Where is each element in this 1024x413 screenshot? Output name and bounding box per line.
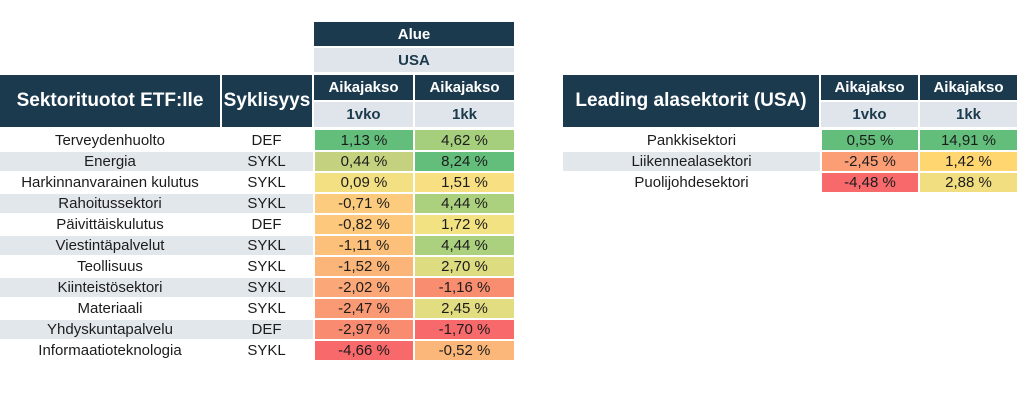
sector-name: Teollisuus bbox=[0, 256, 220, 278]
right-period-month: 1kk bbox=[920, 102, 1017, 127]
return-1w: -2,47 % bbox=[313, 298, 414, 320]
subsector-name: Pankkisektori bbox=[563, 130, 821, 152]
cyclicality-value: SYKL bbox=[220, 298, 314, 320]
sector-name: Energia bbox=[0, 151, 220, 173]
right-period-header-1: Aikajakso bbox=[821, 75, 918, 100]
table-row: Terveydenhuolto DEF 1,13 % 4,62 % bbox=[0, 130, 514, 152]
cyclicality-value: SYKL bbox=[220, 193, 314, 215]
subsector-name: Liikennealasektori bbox=[563, 151, 821, 173]
cyclicality-value: SYKL bbox=[220, 172, 314, 194]
sector-name: Informaatioteknologia bbox=[0, 340, 220, 362]
return-1m: 4,44 % bbox=[413, 235, 514, 257]
cyclicality-value: SYKL bbox=[220, 256, 314, 278]
sector-name: Kiinteistösektori bbox=[0, 277, 220, 299]
return-1m: -1,70 % bbox=[413, 319, 514, 341]
period-header-2: Aikajakso bbox=[415, 75, 514, 100]
return-1w: 0,44 % bbox=[313, 151, 414, 173]
table-row: Rahoitussektori SYKL -0,71 % 4,44 % bbox=[0, 193, 514, 215]
return-1w: -4,48 % bbox=[820, 172, 919, 194]
return-1w: -1,52 % bbox=[313, 256, 414, 278]
return-1m: 8,24 % bbox=[413, 151, 514, 173]
cyclicality-header: Syklisyys bbox=[222, 75, 312, 127]
return-1w: -4,66 % bbox=[313, 340, 414, 362]
table-row: Kiinteistösektori SYKL -2,02 % -1,16 % bbox=[0, 277, 514, 299]
region-label: Alue bbox=[314, 22, 514, 46]
return-1w: -2,45 % bbox=[820, 151, 919, 173]
table-row: Puolijohdesektori -4,48 % 2,88 % bbox=[563, 172, 1017, 194]
return-1w: -0,82 % bbox=[313, 214, 414, 236]
cyclicality-value: DEF bbox=[220, 214, 314, 236]
right-table-title: Leading alasektorit (USA) bbox=[563, 75, 819, 127]
table-row: Harkinnanvarainen kulutus SYKL 0,09 % 1,51 … bbox=[0, 172, 514, 194]
table-row: Pankkisektori 0,55 % 14,91 % bbox=[563, 130, 1017, 152]
cyclicality-value: SYKL bbox=[220, 340, 314, 362]
sector-name: Päivittäiskulutus bbox=[0, 214, 220, 236]
return-1m: -0,52 % bbox=[413, 340, 514, 362]
return-1m: 4,44 % bbox=[413, 193, 514, 215]
return-1m: 2,70 % bbox=[413, 256, 514, 278]
table-row: Materiaali SYKL -2,47 % 2,45 % bbox=[0, 298, 514, 320]
return-1w: 0,09 % bbox=[313, 172, 414, 194]
region-value: USA bbox=[314, 48, 514, 72]
table-row: Yhdyskuntapalvelu DEF -2,97 % -1,70 % bbox=[0, 319, 514, 341]
return-1m: -1,16 % bbox=[413, 277, 514, 299]
return-1w: 0,55 % bbox=[820, 130, 919, 152]
table-row: Liikennealasektori -2,45 % 1,42 % bbox=[563, 151, 1017, 173]
return-1w: -2,97 % bbox=[313, 319, 414, 341]
cyclicality-value: DEF bbox=[220, 130, 314, 152]
sector-name: Rahoitussektori bbox=[0, 193, 220, 215]
return-1m: 2,45 % bbox=[413, 298, 514, 320]
sector-name: Viestintäpalvelut bbox=[0, 235, 220, 257]
table-row: Teollisuus SYKL -1,52 % 2,70 % bbox=[0, 256, 514, 278]
return-1m: 1,72 % bbox=[413, 214, 514, 236]
table-row: Energia SYKL 0,44 % 8,24 % bbox=[0, 151, 514, 173]
table-row: Päivittäiskulutus DEF -0,82 % 1,72 % bbox=[0, 214, 514, 236]
sector-name: Yhdyskuntapalvelu bbox=[0, 319, 220, 341]
cyclicality-value: DEF bbox=[220, 319, 314, 341]
sector-name: Terveydenhuolto bbox=[0, 130, 220, 152]
table-row: Informaatioteknologia SYKL -4,66 % -0,52 % bbox=[0, 340, 514, 362]
subsector-name: Puolijohdesektori bbox=[563, 172, 821, 194]
return-1m: 1,42 % bbox=[918, 151, 1017, 173]
sector-name: Harkinnanvarainen kulutus bbox=[0, 172, 220, 194]
leading-subsectors-table: Pankkisektori 0,55 % 14,91 % Liikennealasek… bbox=[563, 130, 1017, 194]
table-row: Viestintäpalvelut SYKL -1,11 % 4,44 % bbox=[0, 235, 514, 257]
cyclicality-value: SYKL bbox=[220, 235, 314, 257]
return-1w: -2,02 % bbox=[313, 277, 414, 299]
period-week: 1vko bbox=[314, 102, 413, 127]
sector-returns-table: Terveydenhuolto DEF 1,13 % 4,62 % Energia SYK… bbox=[0, 130, 514, 362]
sector-name: Materiaali bbox=[0, 298, 220, 320]
cyclicality-value: SYKL bbox=[220, 151, 314, 173]
right-period-week: 1vko bbox=[821, 102, 918, 127]
return-1w: 1,13 % bbox=[313, 130, 414, 152]
return-1m: 4,62 % bbox=[413, 130, 514, 152]
left-table-title: Sektorituotot ETF:lle bbox=[0, 75, 220, 127]
period-month: 1kk bbox=[415, 102, 514, 127]
period-header-1: Aikajakso bbox=[314, 75, 413, 100]
return-1w: -1,11 % bbox=[313, 235, 414, 257]
right-period-header-2: Aikajakso bbox=[920, 75, 1017, 100]
cyclicality-value: SYKL bbox=[220, 277, 314, 299]
return-1m: 2,88 % bbox=[918, 172, 1017, 194]
return-1w: -0,71 % bbox=[313, 193, 414, 215]
return-1m: 14,91 % bbox=[918, 130, 1017, 152]
return-1m: 1,51 % bbox=[413, 172, 514, 194]
